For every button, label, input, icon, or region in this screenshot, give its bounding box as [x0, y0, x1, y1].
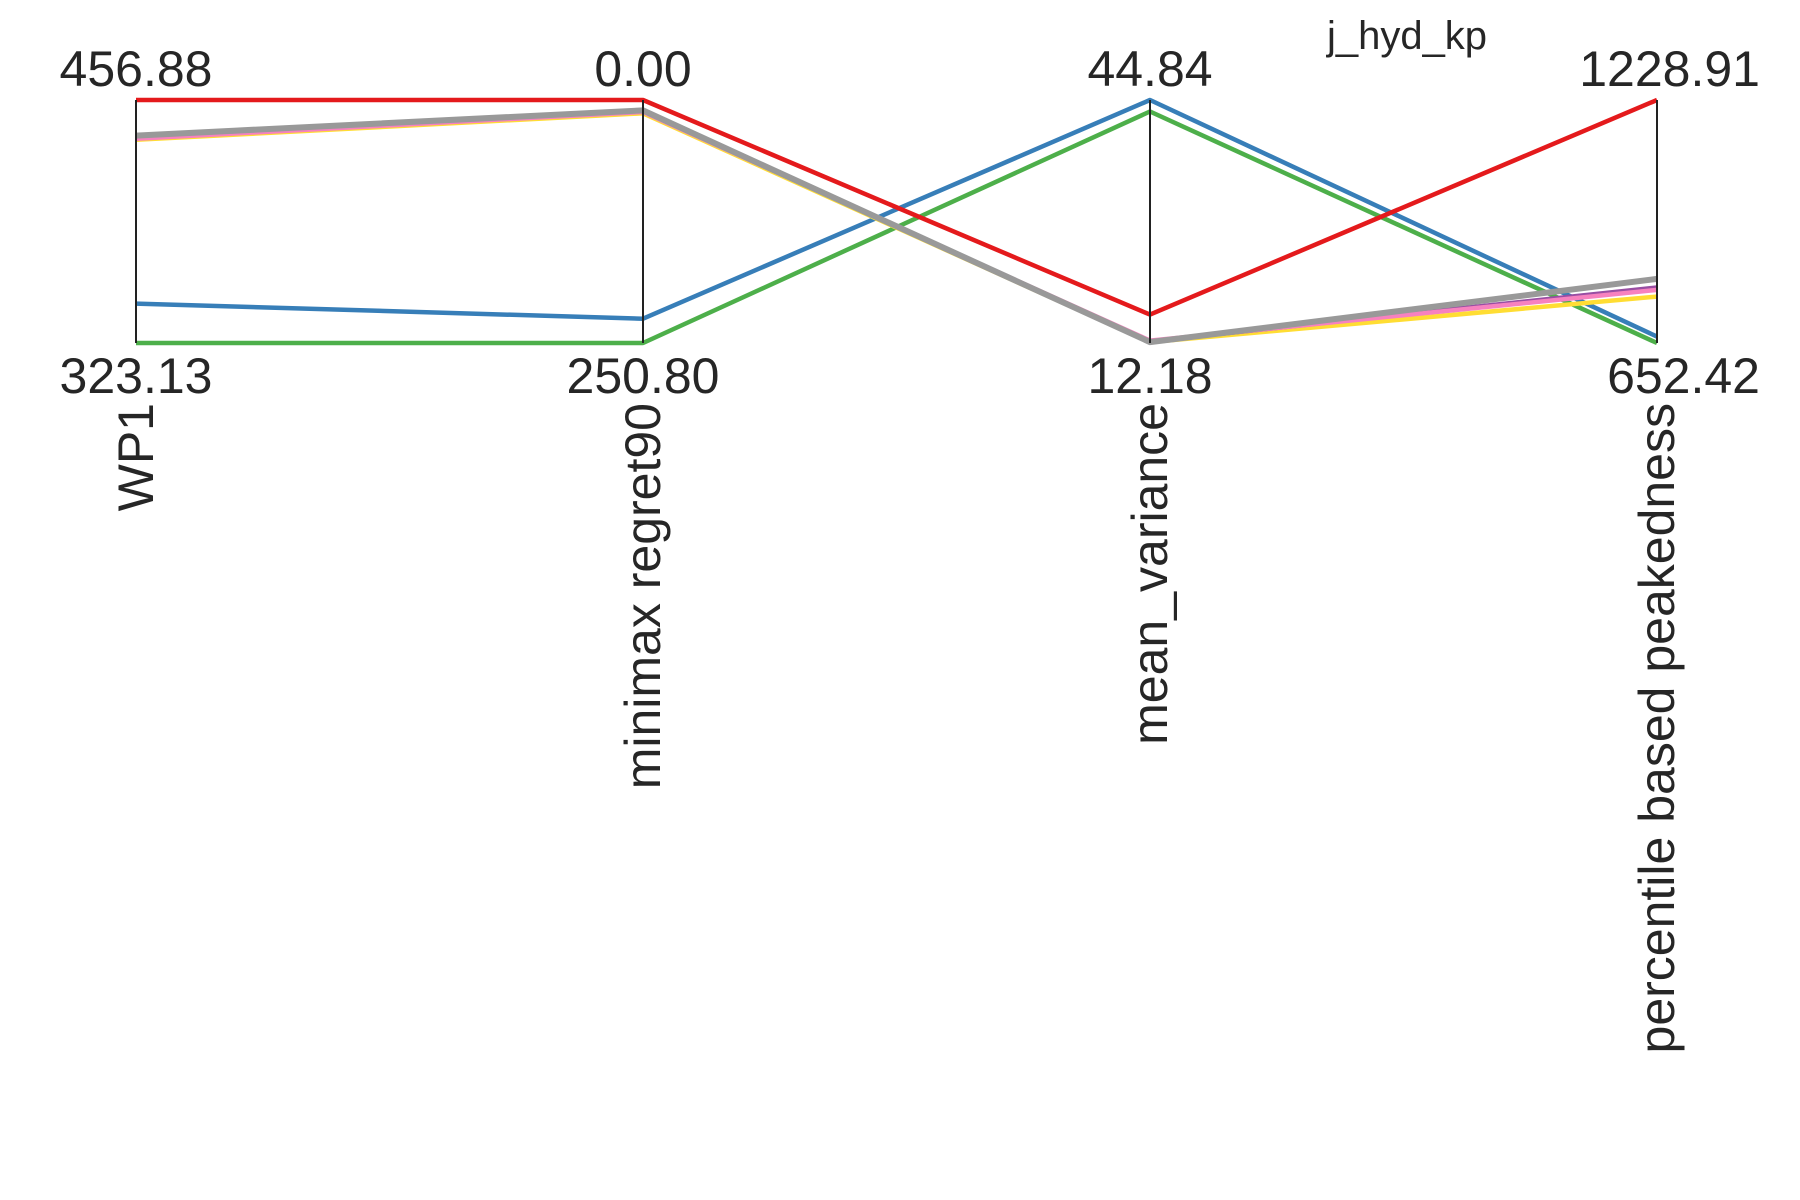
axis-name-label: mean_variance: [1122, 403, 1178, 745]
axis-max-label: 0.00: [594, 41, 691, 97]
series-line-2: [135, 97, 1658, 339]
axis-max-label: 44.84: [1087, 41, 1212, 97]
axis-name-label: percentile based peakedness: [1629, 403, 1685, 1053]
axis-min-label: 12.18: [1087, 348, 1212, 404]
axis-name-label: WP1: [108, 403, 164, 511]
axis-min-label: 250.80: [567, 348, 720, 404]
axis-max-label: 456.88: [60, 41, 213, 97]
series-lines: [135, 97, 1658, 346]
axis-name-label: minimax regret90: [615, 403, 671, 789]
axis-min-label: 323.13: [60, 348, 213, 404]
chart-title: j_hyd_kp: [1326, 14, 1487, 58]
series-line-7: [136, 97, 1658, 317]
axis-min-label: 652.42: [1607, 348, 1760, 404]
series-line-6: [135, 107, 1658, 346]
axis-max-label: 1228.91: [1579, 41, 1760, 97]
